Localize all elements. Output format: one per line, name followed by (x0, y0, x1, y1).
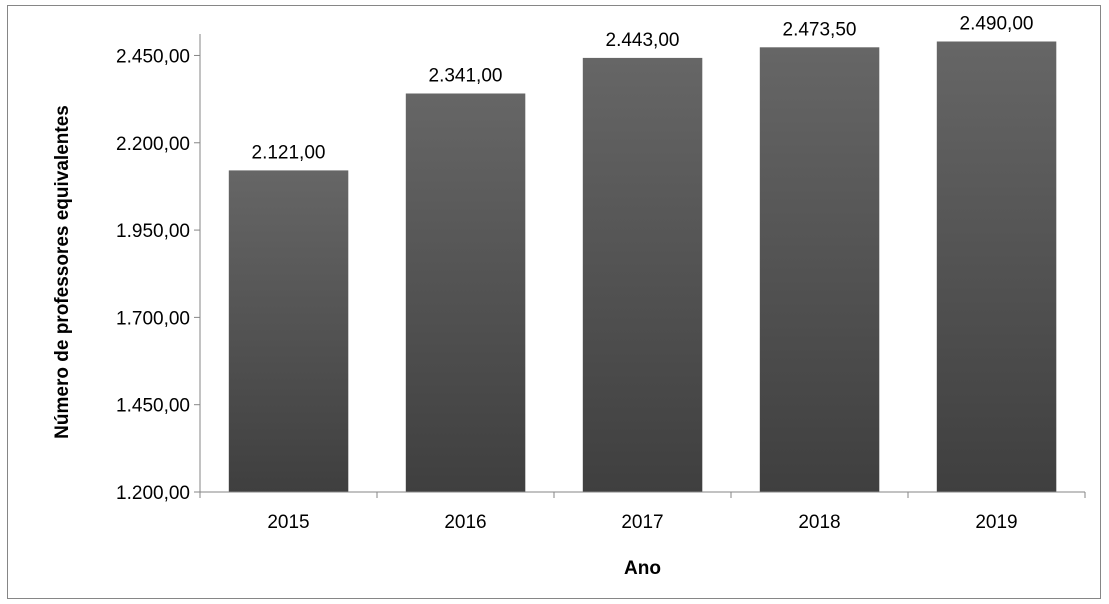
x-tick-label: 2015 (267, 512, 309, 533)
x-tick-label: 2016 (444, 512, 486, 533)
y-tick-label: 1.450,00 (116, 396, 190, 417)
data-label-2018: 2.473,50 (783, 19, 857, 40)
data-label-2017: 2.443,00 (606, 30, 680, 51)
x-tick-label: 2017 (621, 512, 663, 533)
data-labels-group: 2.121,00 2.341,00 2.443,00 2.473,50 2.490,00 (252, 14, 1034, 164)
x-tick-label: 2018 (798, 512, 840, 533)
bar-2017 (582, 57, 703, 493)
y-tick-label: 1.950,00 (116, 221, 190, 242)
y-tick-label: 1.700,00 (116, 308, 190, 329)
x-axis-title: Ano (624, 558, 661, 579)
chart-frame (7, 5, 1101, 599)
data-label-2019: 2.490,00 (960, 14, 1034, 35)
y-tick-label: 1.200,00 (116, 483, 190, 504)
y-ticks-group: 1.200,00 1.450,00 1.700,00 1.950,00 2.200,00… (116, 46, 200, 504)
bar-2019 (936, 41, 1057, 492)
data-label-2016: 2.341,00 (429, 66, 503, 87)
y-tick-label: 2.450,00 (116, 46, 190, 67)
x-tick-label: 2019 (975, 512, 1017, 533)
bars-group (228, 41, 1057, 493)
axes-group (199, 34, 1085, 493)
data-label-2015: 2.121,00 (252, 142, 326, 163)
y-tick-label: 2.200,00 (116, 134, 190, 155)
bar-2016 (405, 93, 526, 492)
x-ticks-group: 2015 2016 2017 2018 2019 (199, 492, 1086, 533)
y-axis-title: Número de professores equivalentes (52, 105, 73, 439)
bar-2015 (228, 170, 349, 492)
bar-2018 (759, 47, 880, 493)
